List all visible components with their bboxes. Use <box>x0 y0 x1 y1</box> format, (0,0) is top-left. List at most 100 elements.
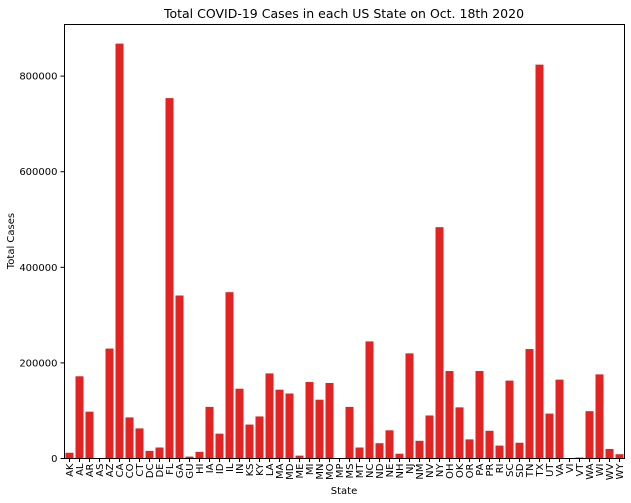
x-tick-label: OH <box>445 464 456 479</box>
bar-wi <box>595 374 604 459</box>
bar-nh <box>395 453 404 459</box>
x-tick-label: WV <box>605 463 616 480</box>
bar-ca <box>115 43 124 459</box>
x-tick-label: NM <box>415 464 426 480</box>
x-tick-label: OK <box>455 463 466 478</box>
bar-sd <box>515 442 524 459</box>
bar-wv <box>605 448 614 459</box>
plot-frame <box>64 24 625 459</box>
bar-nv <box>425 415 434 459</box>
bar-nd <box>375 443 384 459</box>
bar-id <box>215 433 224 459</box>
x-tick-label: SD <box>515 463 526 477</box>
x-tick-label: RI <box>495 464 506 474</box>
bar-pa <box>475 371 484 459</box>
bar-fl <box>165 98 174 459</box>
bar-tx <box>535 64 544 459</box>
y-tick-label: 400000 <box>19 263 57 274</box>
bar-ks <box>245 424 254 459</box>
x-tick-label: IA <box>205 463 216 473</box>
x-tick-label: UT <box>545 463 556 477</box>
x-tick-label: DE <box>155 464 166 478</box>
x-tick-label: SC <box>505 463 516 476</box>
x-tick-label: AK <box>65 463 76 477</box>
bar-wy <box>615 454 624 459</box>
x-tick-label: WY <box>615 463 626 480</box>
bar-ny <box>435 227 444 459</box>
bar-in <box>235 388 244 459</box>
x-axis-label: State <box>331 486 357 497</box>
bar-mi <box>305 382 314 459</box>
x-tick-label: WA <box>585 463 596 479</box>
x-tick-label: WI <box>595 464 606 477</box>
x-tick-label: NE <box>385 464 396 478</box>
x-tick-label: PA <box>475 463 486 475</box>
x-tick-label: MD <box>285 463 296 480</box>
bar-hi <box>195 451 204 459</box>
bar-sc <box>505 380 514 459</box>
x-tick-label: VI <box>565 464 576 474</box>
bar-ok <box>455 407 464 459</box>
x-tick-label: AS <box>95 464 106 477</box>
x-tick-label: PR <box>485 463 496 476</box>
x-tick-label: VT <box>575 463 586 477</box>
x-tick-label: CT <box>135 463 146 477</box>
bar-nm <box>415 440 424 459</box>
bar-ia <box>205 406 214 459</box>
x-tick-label: HI <box>195 464 206 474</box>
y-axis-ticks: 0 200000 400000 600000 800000 <box>19 72 65 465</box>
bar-nj <box>405 353 414 459</box>
x-axis-ticks: AK AL AR AS AZ CA CO CT DC DE FL GA GU HI IA ID IL IN KS KY… <box>65 458 626 480</box>
bar-me <box>295 455 304 459</box>
bar-wa <box>585 411 594 459</box>
x-tick-label: CO <box>125 463 136 478</box>
bar-pr <box>485 430 494 459</box>
x-tick-label: NC <box>365 463 376 477</box>
bar-ar <box>85 411 94 459</box>
bars-group <box>65 43 624 459</box>
x-tick-label: NJ <box>405 464 416 474</box>
x-tick-label: NV <box>425 463 436 477</box>
x-tick-label: MP <box>335 464 346 479</box>
bar-co <box>125 417 134 459</box>
x-tick-label: LA <box>265 463 276 476</box>
x-tick-label: AL <box>75 463 86 476</box>
bar-il <box>225 292 234 459</box>
x-tick-label: CA <box>115 463 126 477</box>
x-tick-label: IN <box>235 464 246 474</box>
bar-de <box>155 447 164 459</box>
x-tick-label: MA <box>275 463 286 479</box>
x-tick-label: KS <box>245 464 256 477</box>
y-tick-label: 800000 <box>19 72 57 83</box>
x-tick-label: TN <box>525 464 536 479</box>
bar-ri <box>495 445 504 459</box>
bar-md <box>285 393 294 459</box>
bar-tn <box>525 349 534 459</box>
bar-oh <box>445 371 454 459</box>
x-tick-label: OR <box>465 463 476 478</box>
bar-mt <box>355 447 364 459</box>
x-tick-label: GU <box>185 464 196 479</box>
bar-ak <box>65 452 74 459</box>
y-tick-label: 0 <box>51 454 57 465</box>
x-tick-label: DC <box>145 463 156 478</box>
bar-ut <box>545 413 554 459</box>
bar-ga <box>175 295 184 459</box>
bar-va <box>555 379 564 459</box>
x-tick-label: NH <box>395 464 406 479</box>
bar-or <box>465 439 474 459</box>
bar-ky <box>255 416 264 459</box>
x-tick-label: ND <box>375 463 386 478</box>
bar-gu <box>185 456 194 459</box>
x-tick-label: VA <box>555 463 566 476</box>
bar-la <box>265 373 274 459</box>
bar-dc <box>145 450 154 459</box>
x-tick-label: AZ <box>105 463 116 477</box>
x-tick-label: FL <box>165 463 176 475</box>
x-tick-label: MT <box>355 463 366 479</box>
x-tick-label: ME <box>295 464 306 479</box>
x-tick-label: IL <box>225 463 236 472</box>
bar-nc <box>365 341 374 459</box>
